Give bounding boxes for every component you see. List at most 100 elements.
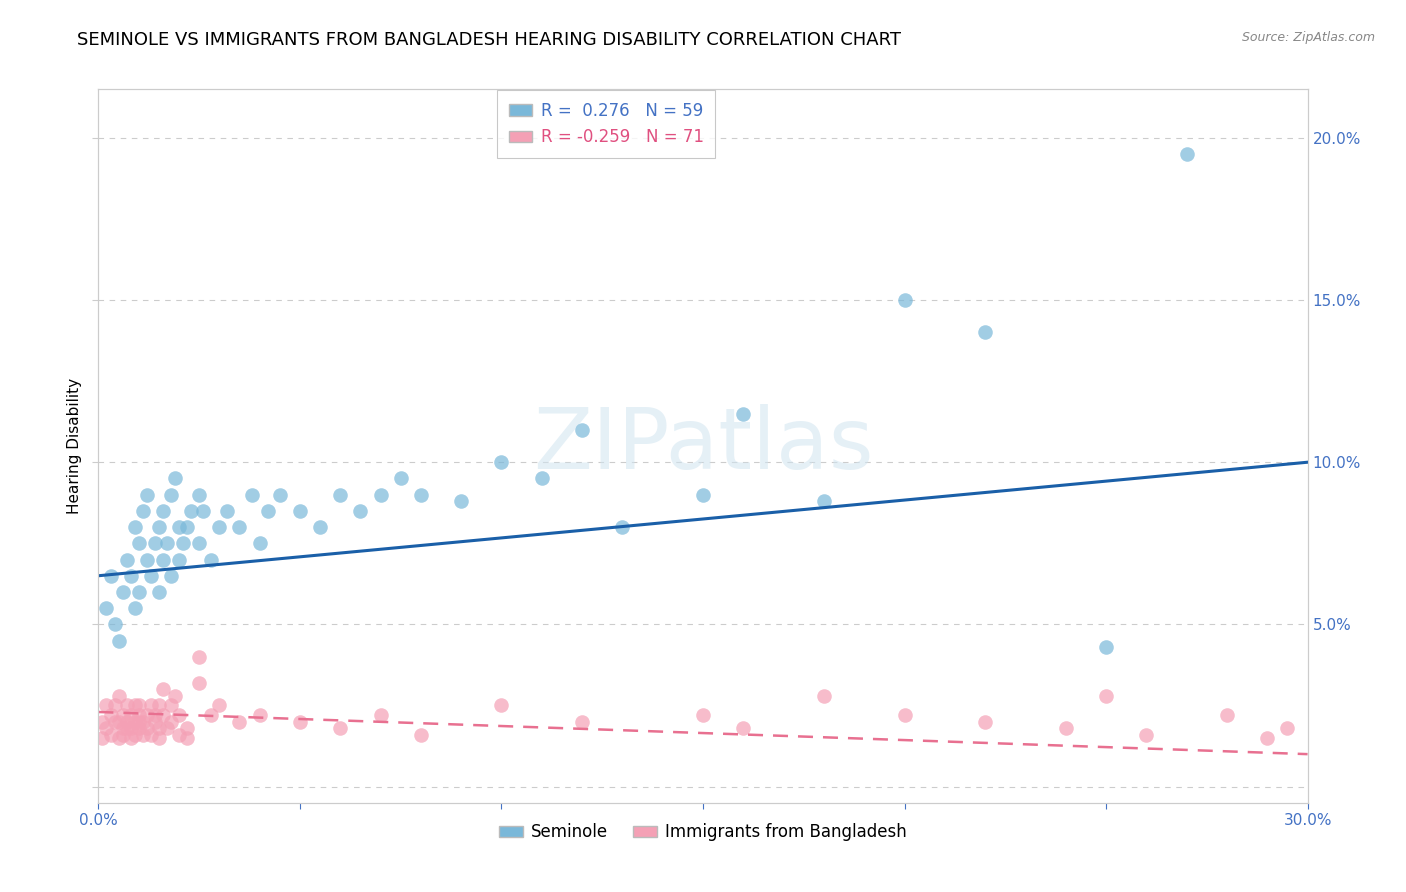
Point xyxy=(132,504,155,518)
Legend: Seminole, Immigrants from Bangladesh: Seminole, Immigrants from Bangladesh xyxy=(492,817,914,848)
Point xyxy=(124,728,146,742)
Point xyxy=(111,585,134,599)
Point xyxy=(172,536,194,550)
Point xyxy=(249,708,271,723)
Text: SEMINOLE VS IMMIGRANTS FROM BANGLADESH HEARING DISABILITY CORRELATION CHART: SEMINOLE VS IMMIGRANTS FROM BANGLADESH H… xyxy=(77,31,901,49)
Point xyxy=(135,488,157,502)
Point xyxy=(103,698,125,713)
Point xyxy=(120,721,142,735)
Point xyxy=(200,552,222,566)
Point xyxy=(128,721,150,735)
Point xyxy=(128,714,150,729)
Point xyxy=(148,698,170,713)
Point xyxy=(1095,640,1118,654)
Point xyxy=(139,728,162,742)
Point xyxy=(1135,728,1157,742)
Point xyxy=(530,471,553,485)
Point xyxy=(249,536,271,550)
Point xyxy=(124,714,146,729)
Point xyxy=(100,728,122,742)
Point xyxy=(370,488,392,502)
Point xyxy=(193,504,215,518)
Point xyxy=(813,689,835,703)
Point xyxy=(143,708,166,723)
Point xyxy=(111,728,134,742)
Point xyxy=(1277,721,1299,735)
Point xyxy=(107,689,129,703)
Point xyxy=(188,649,211,664)
Point xyxy=(893,708,915,723)
Point xyxy=(1256,731,1278,745)
Point xyxy=(96,698,118,713)
Point xyxy=(128,536,150,550)
Point xyxy=(163,689,186,703)
Point xyxy=(228,520,250,534)
Point xyxy=(128,708,150,723)
Point xyxy=(329,721,352,735)
Point xyxy=(152,552,174,566)
Point xyxy=(571,714,593,729)
Point xyxy=(733,721,755,735)
Point xyxy=(148,731,170,745)
Point xyxy=(143,536,166,550)
Point xyxy=(974,326,997,340)
Point xyxy=(288,714,311,729)
Point xyxy=(180,504,202,518)
Point xyxy=(733,407,755,421)
Point xyxy=(349,504,371,518)
Point xyxy=(148,585,170,599)
Point xyxy=(115,714,138,729)
Point xyxy=(111,721,134,735)
Point xyxy=(200,708,222,723)
Point xyxy=(188,675,211,690)
Point xyxy=(208,698,231,713)
Point xyxy=(135,708,157,723)
Point xyxy=(160,698,183,713)
Point xyxy=(160,488,183,502)
Point xyxy=(152,682,174,697)
Point xyxy=(163,471,186,485)
Point xyxy=(107,633,129,648)
Point xyxy=(124,520,146,534)
Point xyxy=(409,488,432,502)
Point xyxy=(124,601,146,615)
Point xyxy=(128,698,150,713)
Point xyxy=(167,552,190,566)
Point xyxy=(156,536,179,550)
Point xyxy=(217,504,239,518)
Point xyxy=(612,520,634,534)
Point xyxy=(156,721,179,735)
Point xyxy=(256,504,278,518)
Point xyxy=(288,504,311,518)
Point xyxy=(571,423,593,437)
Point xyxy=(389,471,412,485)
Point xyxy=(1216,708,1239,723)
Point xyxy=(152,708,174,723)
Point xyxy=(120,568,142,582)
Text: Source: ZipAtlas.com: Source: ZipAtlas.com xyxy=(1241,31,1375,45)
Point xyxy=(167,520,190,534)
Point xyxy=(148,721,170,735)
Point xyxy=(132,728,155,742)
Point xyxy=(91,731,114,745)
Point xyxy=(132,714,155,729)
Point xyxy=(160,568,183,582)
Point xyxy=(100,568,122,582)
Point xyxy=(813,494,835,508)
Y-axis label: Hearing Disability: Hearing Disability xyxy=(66,378,82,514)
Point xyxy=(167,728,190,742)
Point xyxy=(124,698,146,713)
Point xyxy=(96,601,118,615)
Point xyxy=(103,714,125,729)
Point xyxy=(188,488,211,502)
Point xyxy=(128,585,150,599)
Point xyxy=(135,552,157,566)
Point xyxy=(107,714,129,729)
Point xyxy=(96,721,118,735)
Point xyxy=(100,708,122,723)
Point xyxy=(329,488,352,502)
Point xyxy=(139,698,162,713)
Point xyxy=(491,455,513,469)
Point xyxy=(176,520,198,534)
Point xyxy=(135,721,157,735)
